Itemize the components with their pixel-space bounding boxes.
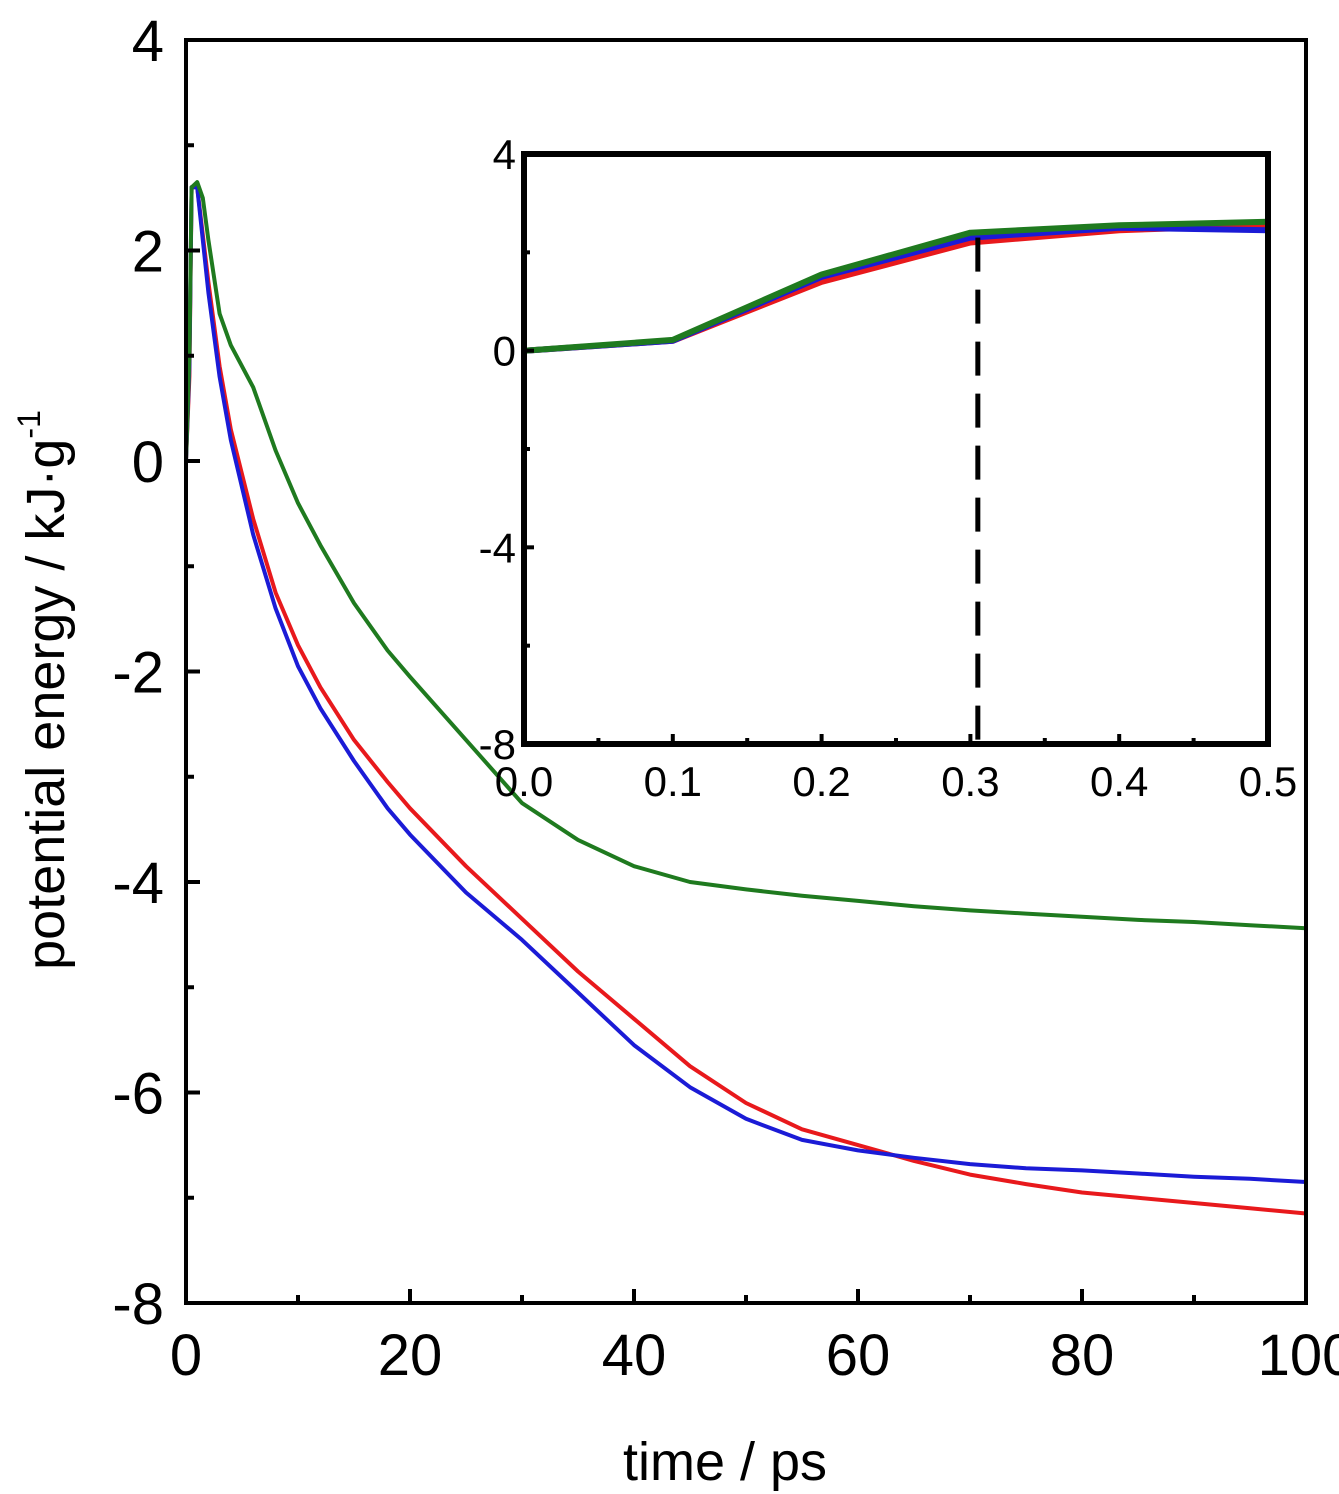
- main-y-tick-label: 4: [132, 9, 164, 74]
- inset-x-tick-label: 0.0: [495, 758, 553, 805]
- main-x-tick-label: 60: [826, 1323, 891, 1388]
- main-series-line-2: [184, 180, 1307, 931]
- x-axis-title: time / ps: [623, 1432, 827, 1492]
- inset-y-tick-label: 0: [493, 328, 516, 375]
- main-x-tick-label: 100: [1258, 1323, 1339, 1388]
- main-y-tick-label: -8: [112, 1272, 164, 1337]
- y-axis-title-main: potential energy / kJ·g: [16, 439, 76, 970]
- main-y-tick-label: 0: [132, 430, 164, 495]
- main-y-tick-label: -6: [112, 1062, 164, 1127]
- inset-background: [524, 154, 1268, 744]
- main-x-tick-label: 20: [378, 1323, 443, 1388]
- main-y-tick-label: -4: [112, 851, 164, 916]
- main-series-line-1: [184, 185, 1307, 1184]
- main-ticks: [184, 38, 1308, 1305]
- inset-x-tick-label: 0.1: [644, 758, 702, 805]
- inset-series-line-2: [523, 218, 1269, 354]
- inset-x-tick-label: 0.5: [1239, 758, 1297, 805]
- inset-series-group: [523, 218, 1269, 354]
- inset-y-tick-label: -8: [479, 721, 516, 768]
- main-x-tick-label: 80: [1050, 1323, 1115, 1388]
- inset-y-tick-label: 4: [493, 131, 516, 178]
- main-y-tick-label: -2: [112, 641, 164, 706]
- main-series-group: [184, 180, 1307, 1216]
- inset-tick-labels: 0.0 0.1 0.2 0.3 0.4 0.5 4 0 -4 -8: [479, 131, 1298, 805]
- inset-x-tick-label: 0.2: [792, 758, 850, 805]
- inset-y-tick-label: -4: [479, 524, 516, 571]
- main-y-tick-label: 2: [132, 220, 164, 285]
- inset-x-tick-label: 0.3: [941, 758, 999, 805]
- y-axis-title-superscript: -1: [11, 410, 47, 438]
- y-axis-title: potential energy / kJ·g-1: [11, 410, 76, 970]
- main-x-tick-label: 0: [170, 1323, 202, 1388]
- inset-ticks: [522, 152, 1270, 746]
- inset-x-tick-label: 0.4: [1090, 758, 1148, 805]
- inset-plot: 0.0 0.1 0.2 0.3 0.4 0.5 4 0 -4 -8: [479, 131, 1298, 805]
- main-x-tick-label: 40: [602, 1323, 667, 1388]
